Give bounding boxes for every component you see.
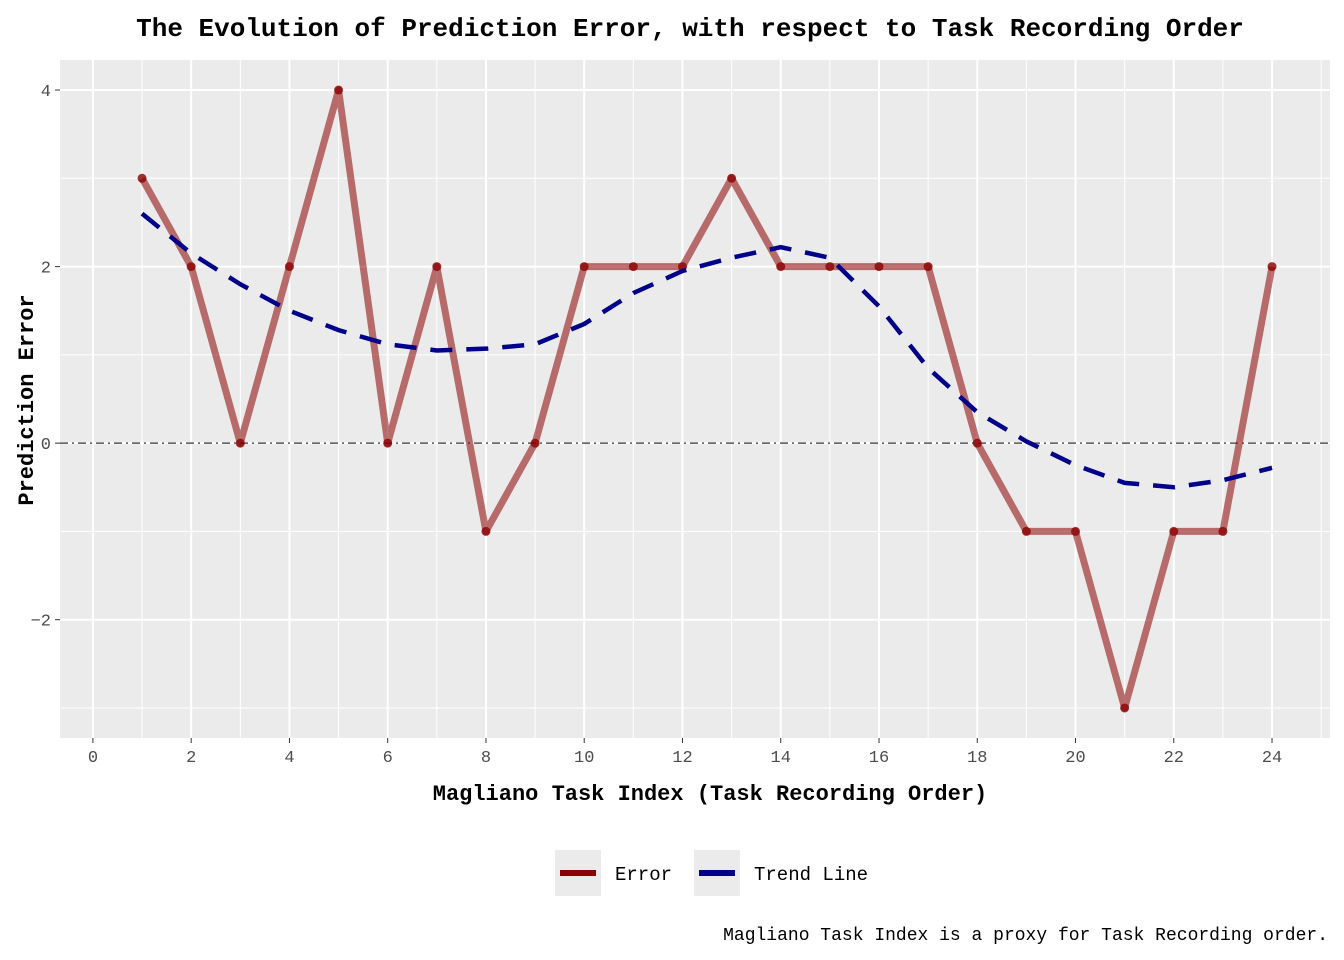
legend-label-error: Error xyxy=(615,864,672,886)
y-axis-label: Prediction Error xyxy=(15,294,40,505)
error-point xyxy=(1021,526,1031,536)
error-point xyxy=(235,438,245,448)
x-tick-label: 20 xyxy=(1065,749,1085,768)
error-point xyxy=(137,173,147,183)
caption: Magliano Task Index is a proxy for Task … xyxy=(723,926,1328,946)
error-point xyxy=(432,262,442,272)
error-point xyxy=(825,262,835,272)
x-tick-label: 2 xyxy=(186,749,196,768)
trend-line xyxy=(140,211,1273,490)
error-point xyxy=(579,262,589,272)
y-tick-label: 4 xyxy=(41,83,51,102)
error-point xyxy=(1120,703,1130,713)
gridlines xyxy=(60,60,1330,738)
x-tick-label: 10 xyxy=(574,749,594,768)
y-tick-label: 0 xyxy=(41,436,51,455)
chart-title: The Evolution of Prediction Error, with … xyxy=(136,14,1244,44)
error-point xyxy=(186,262,196,272)
error-point xyxy=(530,438,540,448)
x-tick-label: 16 xyxy=(869,749,889,768)
error-line xyxy=(138,86,1276,712)
plot-panel xyxy=(60,60,1330,738)
error-point xyxy=(1218,526,1228,536)
error-point xyxy=(481,526,491,536)
x-tick-label: 14 xyxy=(771,749,791,768)
legend: Error Trend Line xyxy=(555,850,868,896)
error-point xyxy=(1169,526,1179,536)
error-point xyxy=(776,262,786,272)
error-point xyxy=(334,85,344,95)
series-marks xyxy=(60,85,1330,713)
y-tick-label: 2 xyxy=(41,260,51,279)
x-tick-label: 8 xyxy=(481,749,491,768)
x-tick-label: 6 xyxy=(383,749,393,768)
error-point xyxy=(284,262,294,272)
error-point xyxy=(727,173,737,183)
error-point xyxy=(923,262,933,272)
x-tick-label: 22 xyxy=(1164,749,1184,768)
x-axis-label: Magliano Task Index (Task Recording Orde… xyxy=(433,782,988,807)
x-tick-label: 18 xyxy=(967,749,987,768)
error-point xyxy=(383,438,393,448)
error-point xyxy=(972,438,982,448)
x-tick-label: 4 xyxy=(284,749,294,768)
y-tick-label: −2 xyxy=(31,613,51,632)
error-point xyxy=(874,262,884,272)
error-point xyxy=(1071,526,1081,536)
x-tick-label: 0 xyxy=(88,749,98,768)
x-tick-label: 24 xyxy=(1262,749,1282,768)
error-point xyxy=(628,262,638,272)
error-point xyxy=(1267,262,1277,272)
legend-label-trend: Trend Line xyxy=(754,864,868,886)
x-tick-label: 12 xyxy=(672,749,692,768)
